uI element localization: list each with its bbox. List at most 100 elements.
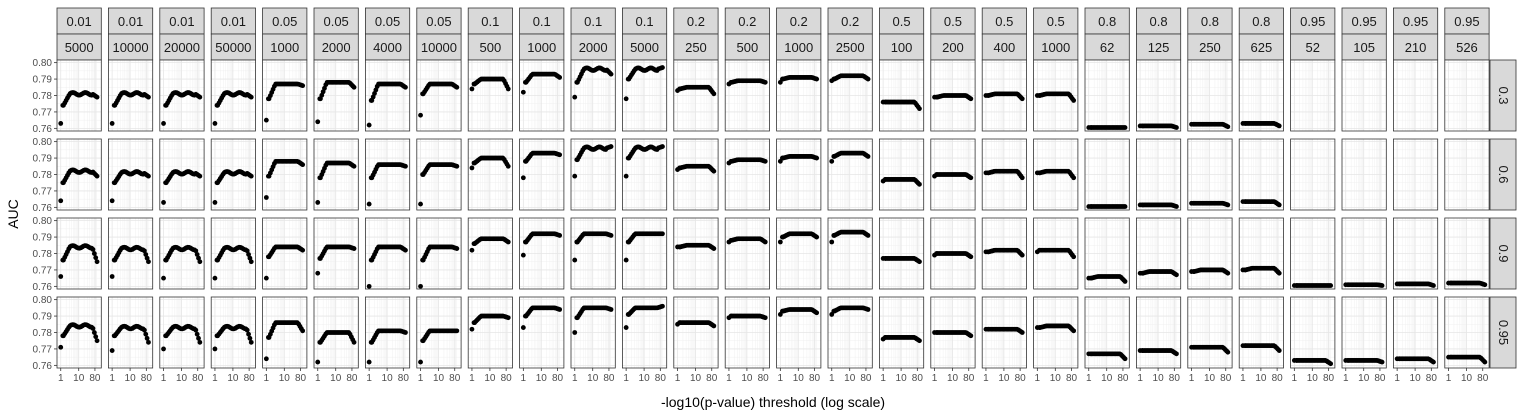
strip-bottom-label: 10000 bbox=[112, 40, 148, 55]
facet-panel bbox=[313, 217, 359, 290]
facet-panel bbox=[1341, 59, 1387, 132]
facet-panel bbox=[622, 59, 668, 132]
strip-bottom-box bbox=[673, 33, 719, 61]
panel-border bbox=[210, 59, 256, 132]
facet-panel bbox=[673, 217, 719, 290]
data-point bbox=[829, 239, 835, 245]
strip-bottom-label: 105 bbox=[1353, 40, 1375, 55]
facet-panel bbox=[210, 59, 256, 132]
data-point bbox=[1328, 283, 1334, 288]
panel-border bbox=[981, 138, 1027, 211]
strip-bottom-label: 2000 bbox=[322, 40, 351, 55]
data-point bbox=[90, 247, 96, 252]
data-point bbox=[91, 330, 97, 335]
data-point bbox=[94, 259, 100, 265]
data-point bbox=[572, 173, 578, 179]
data-point bbox=[762, 79, 768, 85]
column-strip: 0.2 2500 bbox=[827, 7, 873, 61]
panel-border bbox=[108, 217, 154, 290]
y-tick-label: 0.77 bbox=[33, 344, 53, 355]
panel-border bbox=[108, 138, 154, 211]
data-point bbox=[90, 326, 96, 331]
panel-border bbox=[570, 138, 616, 211]
data-point bbox=[1225, 270, 1231, 276]
panel-border bbox=[56, 59, 102, 132]
row-strip-box bbox=[1489, 217, 1517, 290]
data-point bbox=[777, 239, 783, 245]
strip-bottom-label: 100 bbox=[891, 40, 913, 55]
data-point bbox=[505, 239, 511, 245]
strip-top-label: 0.8 bbox=[1201, 14, 1219, 29]
panel-border bbox=[1393, 59, 1439, 132]
data-point bbox=[161, 200, 166, 205]
row-strip: 0.3 bbox=[1489, 59, 1517, 132]
data-point bbox=[263, 195, 269, 200]
data-point bbox=[623, 173, 629, 179]
data-point bbox=[366, 283, 372, 289]
facet-panel bbox=[313, 138, 359, 211]
facet-panel bbox=[673, 59, 719, 132]
facet-panel bbox=[879, 138, 925, 211]
panel-border bbox=[827, 59, 873, 132]
data-point bbox=[197, 94, 203, 100]
panel-border bbox=[364, 217, 411, 290]
data-point bbox=[94, 94, 100, 100]
strip-top-box bbox=[1136, 7, 1182, 35]
strip-top-label: 0.5 bbox=[995, 14, 1013, 29]
strip-top-box bbox=[313, 7, 359, 35]
strip-bottom-box bbox=[467, 33, 513, 61]
facet-panel bbox=[108, 138, 154, 211]
facet-panel bbox=[827, 217, 873, 290]
strip-top-label: 0.8 bbox=[1252, 14, 1270, 29]
data-point bbox=[300, 247, 306, 253]
y-tick-label: 0.77 bbox=[33, 186, 53, 197]
panel-border bbox=[1033, 138, 1079, 211]
panel-border bbox=[827, 138, 873, 211]
data-point bbox=[814, 76, 820, 82]
data-point bbox=[711, 91, 717, 97]
panel-border bbox=[210, 138, 256, 211]
strip-top-label: 0.1 bbox=[636, 14, 654, 29]
strip-bottom-box bbox=[1393, 33, 1439, 61]
facet-panel bbox=[467, 138, 513, 211]
facet-panel bbox=[364, 217, 411, 290]
facet-panel bbox=[467, 59, 513, 132]
data-point bbox=[557, 152, 563, 158]
panel-border bbox=[159, 138, 205, 211]
panel-border bbox=[467, 138, 513, 211]
strip-bottom-box bbox=[519, 33, 565, 61]
strip-top-label: 0.8 bbox=[1098, 14, 1116, 29]
panel-border bbox=[1084, 59, 1130, 132]
strip-top-box bbox=[1187, 7, 1233, 35]
column-strip: 0.95 52 bbox=[1290, 7, 1336, 61]
row-strip: 0.95 bbox=[1489, 296, 1517, 369]
column-strip: 0.1 2000 bbox=[570, 7, 616, 61]
data-point bbox=[263, 275, 269, 281]
panel-border bbox=[467, 59, 513, 132]
data-point bbox=[58, 121, 64, 126]
data-point bbox=[608, 144, 614, 149]
facet-panel bbox=[108, 296, 154, 369]
panel-border bbox=[364, 59, 411, 132]
data-point bbox=[1174, 272, 1179, 278]
data-point bbox=[1431, 283, 1436, 288]
data-point bbox=[829, 158, 835, 164]
column-strip: 0.05 10000 bbox=[416, 7, 462, 61]
facet-panel bbox=[776, 59, 822, 132]
data-point bbox=[1071, 254, 1077, 260]
column-strip: 0.95 105 bbox=[1341, 7, 1387, 61]
y-tick-label: 0.77 bbox=[33, 107, 53, 118]
data-point bbox=[968, 254, 974, 260]
strip-top-box bbox=[879, 7, 925, 35]
data-point bbox=[1276, 270, 1282, 276]
y-tick-label: 0.78 bbox=[33, 328, 53, 339]
y-tick-label: 0.76 bbox=[33, 361, 53, 372]
data-point bbox=[351, 246, 357, 251]
data-point bbox=[197, 259, 203, 265]
facet-panel bbox=[622, 217, 668, 290]
strip-top-label: 0.1 bbox=[481, 14, 499, 29]
data-point bbox=[1174, 125, 1179, 130]
facet-panel bbox=[1290, 217, 1336, 290]
data-point bbox=[246, 252, 251, 257]
strip-top-box bbox=[519, 7, 565, 35]
